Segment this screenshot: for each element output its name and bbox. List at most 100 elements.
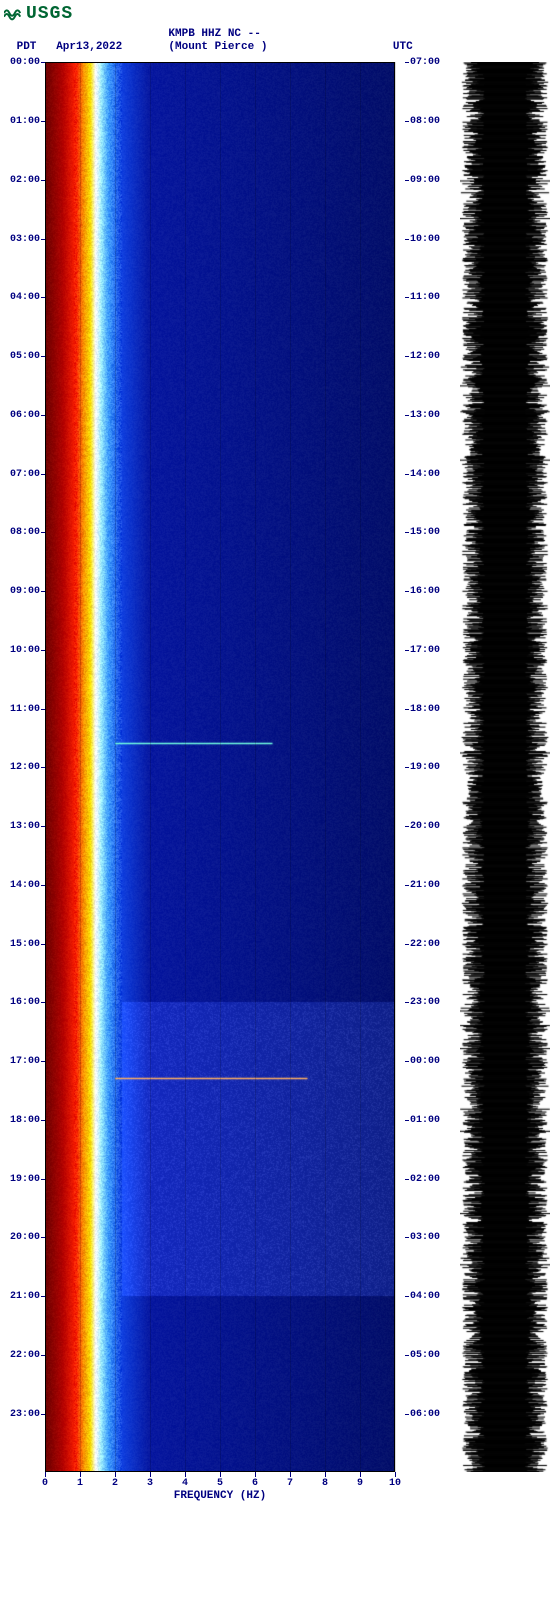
utc-tick-label: 06:00 — [410, 1409, 440, 1420]
pdt-tick-label: 03:00 — [10, 234, 40, 245]
pdt-tick-label: 15:00 — [10, 939, 40, 950]
wave-icon — [4, 7, 22, 21]
pdt-axis: 00:0001:0002:0003:0004:0005:0006:0007:00… — [0, 62, 45, 1472]
utc-tick-mark — [405, 709, 409, 710]
utc-tick-label: 05:00 — [410, 1350, 440, 1361]
freq-tick-label: 9 — [357, 1478, 363, 1489]
utc-tick-mark — [405, 121, 409, 122]
pdt-tick-label: 06:00 — [10, 410, 40, 421]
utc-tick-label: 07:00 — [410, 57, 440, 68]
station-header-line2: PDT Apr13,2022 (Mount Pierce ) UTC — [0, 41, 552, 54]
pdt-tick-label: 21:00 — [10, 1291, 40, 1302]
freq-tick-mark — [220, 1472, 221, 1477]
seismogram-plot — [460, 62, 550, 1472]
pdt-tick-label: 02:00 — [10, 175, 40, 186]
utc-tick-mark — [405, 1296, 409, 1297]
utc-tick-mark — [405, 826, 409, 827]
utc-tick-label: 09:00 — [410, 175, 440, 186]
pdt-tick-label: 19:00 — [10, 1174, 40, 1185]
utc-tick-label: 16:00 — [410, 586, 440, 597]
pdt-tick-label: 11:00 — [10, 704, 40, 715]
freq-tick-label: 10 — [389, 1478, 401, 1489]
freq-tick-label: 2 — [112, 1478, 118, 1489]
utc-tick-mark — [405, 1120, 409, 1121]
utc-tick-mark — [405, 944, 409, 945]
freq-tick-label: 4 — [182, 1478, 188, 1489]
utc-tick-mark — [405, 591, 409, 592]
utc-tick-mark — [405, 650, 409, 651]
utc-tick-mark — [405, 1237, 409, 1238]
pdt-tick-label: 09:00 — [10, 586, 40, 597]
utc-tick-mark — [405, 239, 409, 240]
station-header-line1: KMPB HHZ NC -- — [0, 28, 552, 41]
utc-tick-label: 21:00 — [410, 880, 440, 891]
utc-tick-label: 08:00 — [410, 116, 440, 127]
frequency-axis: FREQUENCY (HZ) 012345678910 — [45, 1472, 395, 1512]
pdt-tick-label: 17:00 — [10, 1056, 40, 1067]
utc-tick-mark — [405, 532, 409, 533]
seismogram-canvas — [460, 62, 550, 1472]
utc-tick-label: 19:00 — [410, 762, 440, 773]
usgs-logo: USGS — [0, 0, 552, 28]
freq-grid-line — [220, 62, 221, 1472]
freq-grid-line — [115, 62, 116, 1472]
utc-tick-label: 23:00 — [410, 997, 440, 1008]
pdt-tick-label: 13:00 — [10, 821, 40, 832]
freq-grid-line — [290, 62, 291, 1472]
pdt-tick-label: 23:00 — [10, 1409, 40, 1420]
pdt-tick-label: 01:00 — [10, 116, 40, 127]
freq-tick-label: 1 — [77, 1478, 83, 1489]
utc-tick-label: 03:00 — [410, 1232, 440, 1243]
freq-tick-mark — [325, 1472, 326, 1477]
freq-tick-mark — [255, 1472, 256, 1477]
utc-tick-mark — [405, 474, 409, 475]
freq-tick-mark — [395, 1472, 396, 1477]
utc-tick-label: 14:00 — [410, 469, 440, 480]
frequency-axis-label: FREQUENCY (HZ) — [174, 1490, 266, 1502]
utc-axis: 07:0008:0009:0010:0011:0012:0013:0014:00… — [405, 62, 455, 1472]
freq-grid-line — [255, 62, 256, 1472]
utc-tick-label: 13:00 — [410, 410, 440, 421]
freq-tick-mark — [115, 1472, 116, 1477]
freq-tick-label: 6 — [252, 1478, 258, 1489]
utc-tick-mark — [405, 1002, 409, 1003]
freq-tick-label: 0 — [42, 1478, 48, 1489]
utc-tick-label: 18:00 — [410, 704, 440, 715]
freq-grid-line — [80, 62, 81, 1472]
freq-tick-label: 7 — [287, 1478, 293, 1489]
freq-tick-mark — [150, 1472, 151, 1477]
freq-tick-mark — [80, 1472, 81, 1477]
freq-grid-line — [185, 62, 186, 1472]
utc-tick-label: 10:00 — [410, 234, 440, 245]
utc-tick-label: 00:00 — [410, 1056, 440, 1067]
utc-tick-mark — [405, 1355, 409, 1356]
freq-grid-line — [360, 62, 361, 1472]
utc-tick-mark — [405, 297, 409, 298]
utc-tick-label: 04:00 — [410, 1291, 440, 1302]
freq-tick-mark — [360, 1472, 361, 1477]
utc-tick-label: 12:00 — [410, 351, 440, 362]
freq-grid-line — [395, 62, 396, 1472]
pdt-tick-label: 18:00 — [10, 1115, 40, 1126]
utc-tick-label: 20:00 — [410, 821, 440, 832]
utc-tick-mark — [405, 356, 409, 357]
pdt-tick-label: 14:00 — [10, 880, 40, 891]
utc-tick-label: 15:00 — [410, 527, 440, 538]
utc-tick-label: 22:00 — [410, 939, 440, 950]
utc-tick-label: 17:00 — [410, 645, 440, 656]
utc-tick-label: 11:00 — [410, 292, 440, 303]
utc-tick-mark — [405, 62, 409, 63]
freq-grid-line — [325, 62, 326, 1472]
freq-tick-label: 5 — [217, 1478, 223, 1489]
utc-tick-label: 01:00 — [410, 1115, 440, 1126]
pdt-tick-label: 04:00 — [10, 292, 40, 303]
spectrogram-plot — [45, 62, 395, 1472]
pdt-tick-label: 07:00 — [10, 469, 40, 480]
utc-tick-mark — [405, 767, 409, 768]
freq-tick-label: 3 — [147, 1478, 153, 1489]
pdt-tick-label: 10:00 — [10, 645, 40, 656]
pdt-tick-label: 12:00 — [10, 762, 40, 773]
utc-tick-mark — [405, 180, 409, 181]
freq-grid-line — [150, 62, 151, 1472]
utc-tick-mark — [405, 1414, 409, 1415]
